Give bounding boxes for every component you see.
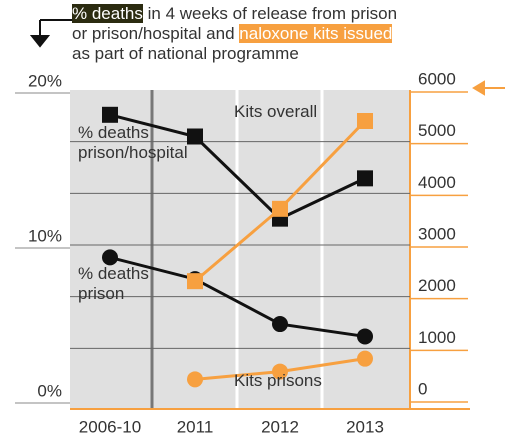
title-text: or prison/hospital and bbox=[72, 24, 240, 43]
point bbox=[187, 273, 203, 290]
y2-tick-label: 1000 bbox=[418, 328, 456, 347]
x-tick-label: 2011 bbox=[177, 417, 214, 436]
point bbox=[357, 350, 373, 367]
point bbox=[357, 170, 373, 187]
series-line bbox=[109, 113, 366, 221]
series-label: Kits overall bbox=[234, 102, 318, 121]
point bbox=[272, 200, 288, 217]
point bbox=[187, 371, 203, 388]
y-tick-label: 20% bbox=[28, 71, 62, 90]
title-text: as part of national programme bbox=[72, 44, 299, 63]
title-highlight: naloxone kits issued bbox=[239, 24, 393, 43]
x-tick-label: 2006-10 bbox=[79, 417, 141, 436]
point bbox=[272, 316, 288, 333]
title-text: in 4 weeks of release from prison bbox=[142, 4, 398, 23]
y2-tick-label: 5000 bbox=[418, 121, 456, 140]
title: % deaths in 4 weeks of release from pris… bbox=[72, 4, 528, 64]
series-label: % deaths prison/hospital bbox=[78, 123, 188, 162]
y2-tick-label: 2000 bbox=[418, 276, 456, 295]
point bbox=[187, 128, 203, 145]
series-label: % deaths prison bbox=[78, 264, 149, 303]
y2-tick-label: 4000 bbox=[418, 173, 456, 192]
y2-tick-label: 0 bbox=[418, 379, 427, 398]
x-tick-label: 2013 bbox=[346, 417, 384, 436]
point bbox=[357, 328, 373, 345]
y-tick-label: 10% bbox=[28, 226, 62, 245]
title-highlight: % deaths bbox=[72, 4, 143, 23]
title-arrow-right bbox=[472, 80, 505, 96]
y2-tick-label: 6000 bbox=[418, 69, 456, 88]
point bbox=[272, 363, 288, 380]
plot-background bbox=[70, 90, 410, 408]
y2-tick-label: 3000 bbox=[418, 224, 456, 243]
title-arrow-left bbox=[29, 19, 72, 48]
point bbox=[357, 113, 373, 129]
series-line bbox=[109, 255, 366, 338]
point bbox=[102, 249, 118, 266]
y-tick-label: 0% bbox=[37, 381, 62, 400]
series-label: Kits prisons bbox=[234, 371, 322, 390]
point bbox=[102, 106, 118, 123]
x-tick-label: 2012 bbox=[261, 417, 299, 436]
